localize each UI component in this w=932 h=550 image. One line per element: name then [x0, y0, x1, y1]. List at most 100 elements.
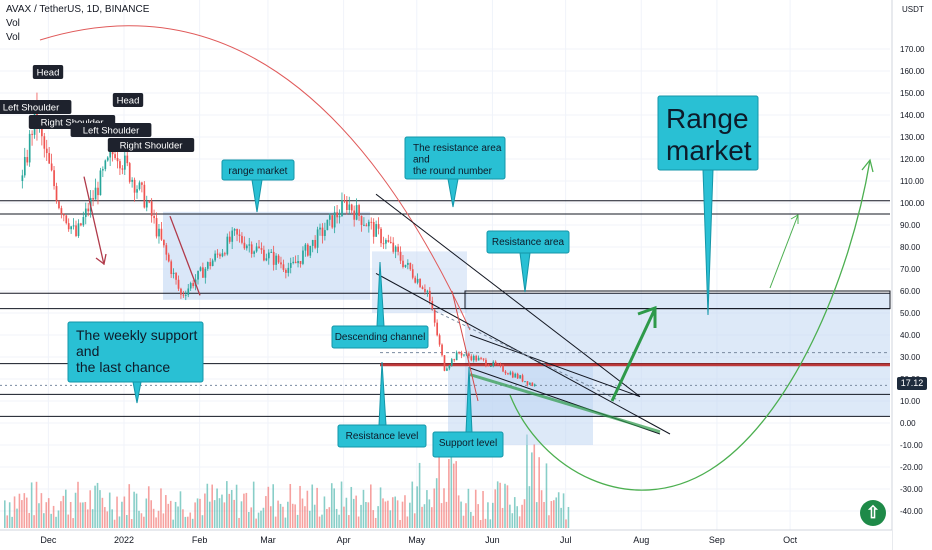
volume-bar [311, 484, 314, 528]
volume-bar [352, 498, 355, 528]
volume-bar [409, 502, 411, 528]
volume-bar [379, 487, 382, 528]
candle-body [136, 189, 138, 193]
volume-bar [99, 490, 101, 528]
volume-bar [316, 487, 318, 528]
candle-body [348, 204, 351, 210]
volume-bar [89, 490, 91, 528]
volume-bar [516, 506, 518, 528]
time-tick-label: Apr [337, 535, 351, 545]
candle-body [150, 201, 153, 217]
volume-bar [96, 482, 99, 528]
volume-bar [11, 516, 13, 528]
volume-bar [57, 510, 60, 528]
candle-body [138, 182, 141, 190]
volume-bar [255, 518, 257, 528]
resistance-area-callout-text: Resistance area [492, 237, 565, 248]
volume-bar [155, 517, 157, 528]
down-arrow-1-head [95, 253, 107, 266]
weekly-support-callout-pointer [132, 381, 142, 404]
projection-arrowhead [861, 158, 874, 173]
volume-bar [318, 516, 321, 528]
candle-body [28, 133, 31, 163]
price-tick-label: 40.00 [900, 331, 921, 340]
candle-body [309, 245, 312, 256]
candle-body [116, 158, 119, 162]
time-tick-label: Sep [709, 535, 725, 545]
volume-bar [101, 497, 104, 528]
range-market-callout-pointer [251, 179, 263, 213]
resistance-round-callout-text: the round number [413, 166, 493, 177]
time-tick-label: 2022 [114, 535, 134, 545]
right-shoulder-label-2: Right Shoulder [120, 141, 183, 152]
scroll-to-realtime-icon[interactable]: ⇧ [860, 500, 886, 526]
candle-body [106, 157, 109, 161]
volume-bar [282, 506, 284, 528]
volume-bar [335, 508, 338, 528]
volume-bar [174, 501, 177, 528]
resistance-level-callout-text: Resistance level [346, 431, 419, 442]
time-axis: Dec 2022 Feb Mar Apr May Jun Jul Aug Sep Oct [0, 529, 892, 550]
resistance-level-callout[interactable]: Resistance level [337, 361, 427, 448]
range-market-callout[interactable]: range market [221, 159, 295, 213]
volume-bar [21, 500, 23, 528]
volume-bar [116, 496, 118, 528]
candle-body [331, 215, 334, 228]
volume-bar [262, 507, 265, 528]
candle-body [531, 382, 534, 386]
candle-body [114, 154, 116, 159]
volume-bar [528, 486, 531, 528]
time-tick-label: Aug [633, 535, 649, 545]
volume-bar [16, 508, 18, 528]
volume-bar [35, 481, 38, 528]
support-level-callout-text: Support level [439, 438, 497, 449]
volume-bar [233, 499, 235, 528]
volume-bar [448, 458, 450, 528]
candle-body [221, 253, 224, 257]
volume-bar [365, 502, 367, 528]
candle-body [170, 261, 173, 274]
candle-body [355, 205, 358, 220]
volume-bar [299, 485, 301, 528]
volume-bar [65, 489, 67, 528]
volume-indicator-label-2[interactable]: Vol [6, 32, 20, 43]
support-level-callout[interactable]: Support level [432, 366, 504, 458]
volume-bar [499, 482, 501, 528]
candle-body [341, 200, 343, 217]
volume-bar [501, 507, 504, 528]
candle-body [443, 355, 446, 371]
candle-body [65, 215, 68, 224]
candle-body [394, 246, 397, 252]
volume-bar [177, 506, 179, 528]
candle-body [121, 168, 124, 170]
head-label-2-box [112, 93, 144, 107]
candle-body [509, 372, 512, 375]
volume-bar [345, 497, 348, 528]
volume-indicator-label[interactable]: Vol [6, 18, 20, 29]
descending-channel-callout[interactable]: Descending channel [331, 261, 429, 349]
candle-body [216, 253, 219, 255]
head-label-1: Head [37, 68, 60, 79]
volume-bar [399, 519, 401, 528]
resistance-area-callout[interactable]: Resistance area [486, 230, 570, 293]
volume-bar [384, 501, 387, 528]
volume-bar [328, 507, 331, 528]
volume-bar [252, 481, 255, 528]
volume-bar [221, 494, 223, 528]
candle-body [521, 375, 524, 382]
volume-bar [555, 497, 558, 528]
price-tick-label: -20.00 [900, 463, 923, 472]
candle-body [145, 201, 148, 208]
candle-body [80, 223, 82, 226]
symbol-title[interactable]: AVAX / TetherUS, 1D, BINANCE [6, 4, 150, 15]
resistance-level-callout-pointer [378, 361, 387, 426]
candle-body [519, 375, 521, 379]
candle-body [246, 245, 248, 249]
candle-body [209, 262, 212, 267]
volume-bar [545, 463, 548, 528]
